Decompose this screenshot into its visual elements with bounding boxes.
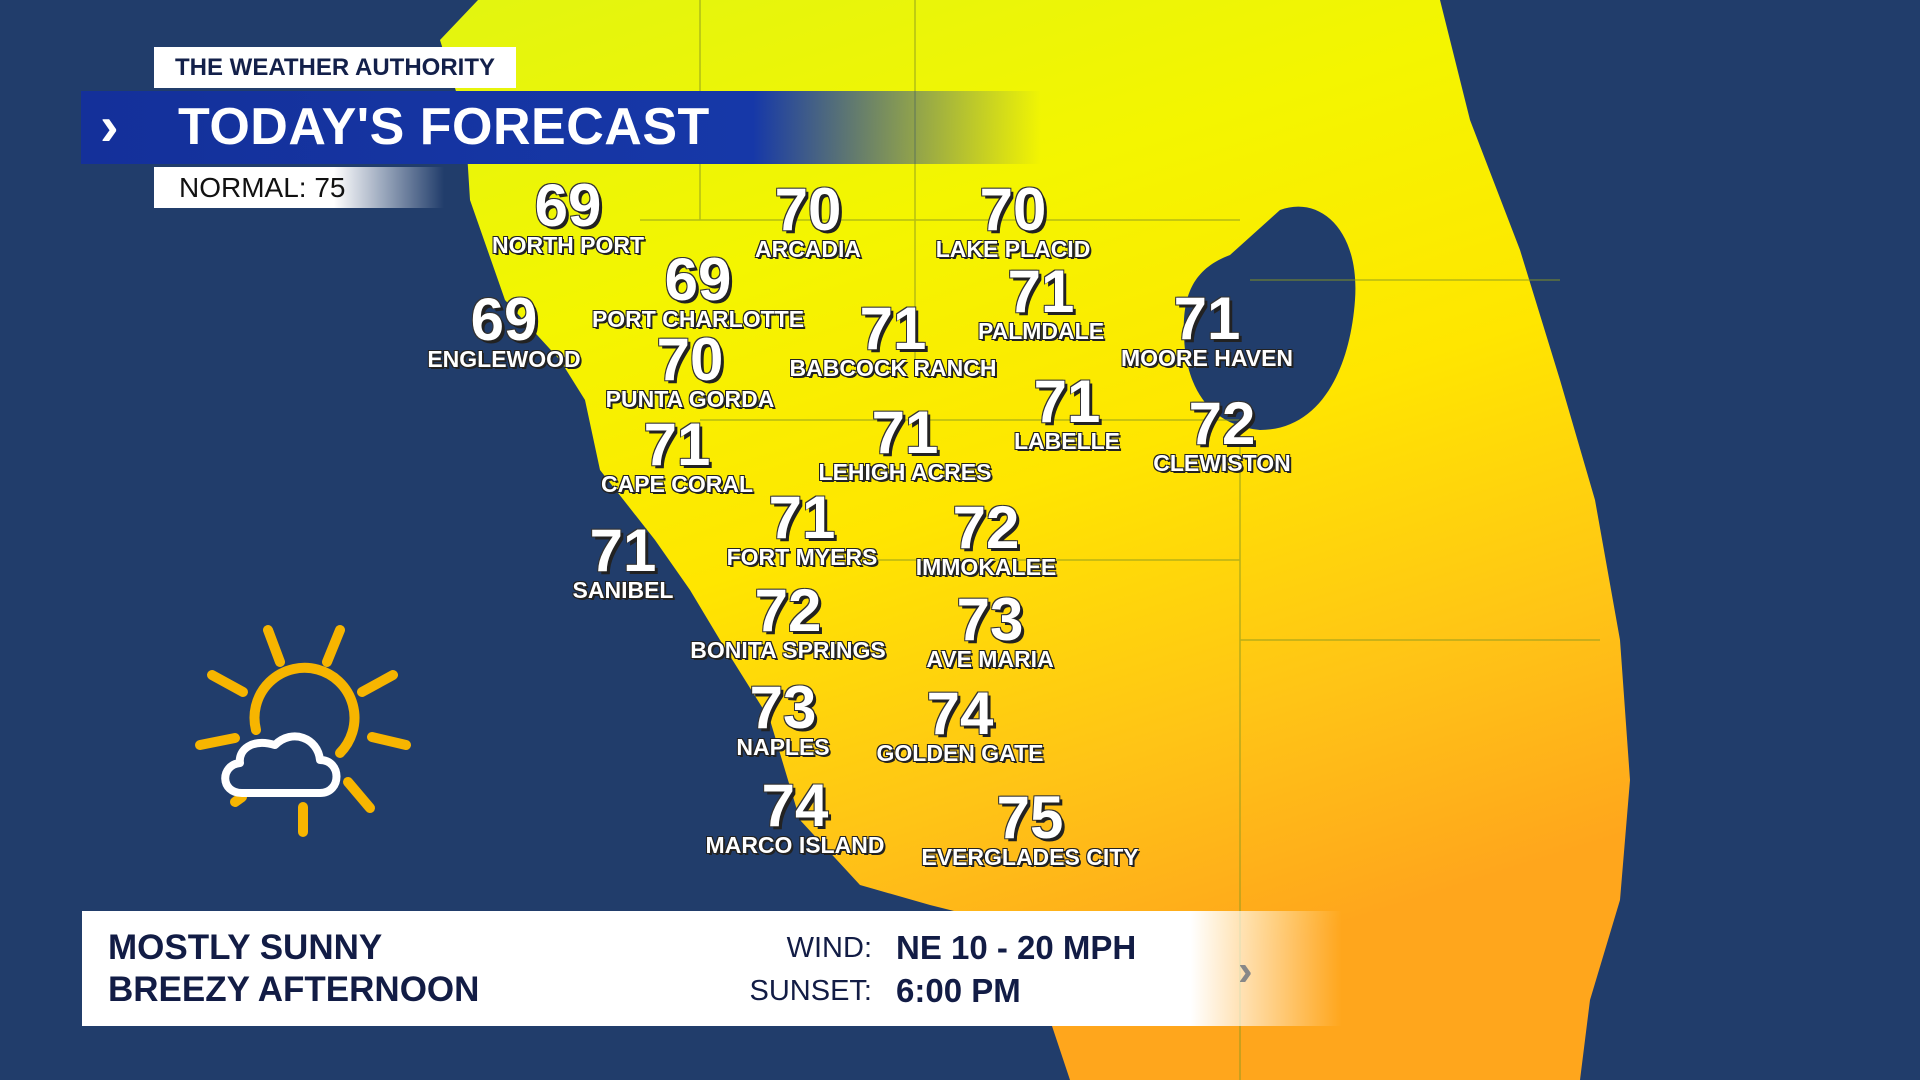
city-name: LAKE PLACID [935, 236, 1091, 262]
city-forecast: 72 IMMOKALEE [915, 494, 1057, 581]
page-title: TODAY'S FORECAST [178, 98, 710, 156]
city-forecast: 69 NORTH PORT [491, 172, 645, 259]
city-name: BABCOCK RANCH [789, 355, 997, 381]
city-forecast: 71 BABCOCK RANCH [789, 295, 997, 382]
city-forecast: 75 EVERGLADES CITY [921, 784, 1139, 871]
city-name: NAPLES [736, 734, 830, 760]
city-temperature: 70 [979, 176, 1047, 243]
city-forecast: 70 LAKE PLACID [935, 176, 1091, 263]
city-forecast: 71 LABELLE [1013, 368, 1121, 455]
city-name: AVE MARIA [926, 646, 1054, 672]
city-temperature: 73 [749, 674, 817, 741]
city-name: MARCO ISLAND [705, 832, 885, 858]
sunset-label: SUNSET: [749, 975, 872, 1007]
city-temperature: 71 [589, 517, 657, 584]
city-temperature: 69 [664, 246, 732, 313]
city-name: EVERGLADES CITY [921, 844, 1139, 870]
city-forecast: 72 CLEWISTON [1153, 390, 1291, 477]
city-name: ENGLEWOOD [427, 346, 581, 372]
wind-label: WIND: [786, 932, 872, 964]
brand-tag: THE WEATHER AUTHORITY [154, 47, 516, 88]
city-temperature: 69 [534, 172, 602, 239]
city-name: BONITA SPRINGS [690, 637, 886, 663]
city-forecast: 73 AVE MARIA [926, 586, 1054, 673]
city-forecast: 71 CAPE CORAL [600, 411, 754, 498]
city-temperature: 71 [859, 295, 927, 362]
city-name: PALMDALE [977, 318, 1105, 344]
condition-line-1: MOSTLY SUNNY [108, 928, 383, 967]
city-temperature: 73 [956, 586, 1024, 653]
city-forecast: 70 ARCADIA [754, 176, 862, 263]
city-temperature: 71 [1033, 368, 1101, 435]
city-name: NORTH PORT [491, 232, 645, 258]
chevron-right-icon: › [100, 94, 119, 157]
city-forecast: 74 MARCO ISLAND [705, 772, 885, 859]
city-forecast: 71 SANIBEL [572, 517, 674, 604]
city-forecast: 71 FORT MYERS [726, 484, 878, 571]
condition-line-2: BREEZY AFTERNOON [108, 970, 480, 1009]
title-bar [81, 91, 1041, 164]
city-name: GOLDEN GATE [876, 740, 1044, 766]
city-name: LEHIGH ACRES [818, 459, 992, 485]
normal-temperature: NORMAL: 75 [154, 167, 444, 208]
city-forecast: 71 LEHIGH ACRES [818, 399, 992, 486]
city-forecast: 70 PUNTA GORDA [605, 326, 775, 413]
city-forecast: 74 GOLDEN GATE [876, 680, 1044, 767]
city-temperature: 71 [871, 399, 939, 466]
city-forecast: 71 MOORE HAVEN [1120, 285, 1294, 372]
city-temperature: 72 [1188, 390, 1256, 457]
city-temperature: 70 [774, 176, 842, 243]
city-forecast: 72 BONITA SPRINGS [690, 577, 886, 664]
city-temperature: 71 [1173, 285, 1241, 352]
city-name: ARCADIA [754, 236, 862, 262]
city-name: MOORE HAVEN [1120, 345, 1294, 371]
city-temperature: 71 [768, 484, 836, 551]
sunset-value: 6:00 PM [896, 972, 1021, 1009]
city-temperature: 75 [996, 784, 1064, 851]
chevron-right-icon: › [1238, 946, 1253, 995]
partly-sunny-icon [195, 625, 411, 837]
city-temperature: 71 [643, 411, 711, 478]
city-name: CAPE CORAL [600, 471, 754, 497]
city-temperature: 69 [470, 286, 538, 353]
city-forecast: 73 NAPLES [736, 674, 830, 761]
city-name: PUNTA GORDA [605, 386, 775, 412]
city-temperature: 72 [952, 494, 1020, 561]
city-name: LABELLE [1013, 428, 1121, 454]
city-name: PORT CHARLOTTE [591, 306, 805, 332]
city-temperature: 71 [1007, 258, 1075, 325]
city-name: IMMOKALEE [915, 554, 1057, 580]
city-temperature: 72 [754, 577, 822, 644]
city-name: SANIBEL [572, 577, 674, 603]
lake-okeechobee [1183, 206, 1356, 430]
city-temperature: 74 [761, 772, 829, 839]
city-forecast: 71 PALMDALE [977, 258, 1105, 345]
city-name: CLEWISTON [1153, 450, 1291, 476]
city-name: FORT MYERS [726, 544, 878, 570]
city-forecast: 69 ENGLEWOOD [427, 286, 581, 373]
wind-value: NE 10 - 20 MPH [896, 929, 1137, 966]
forecast-summary-panel [82, 911, 1342, 1026]
city-temperature: 70 [656, 326, 724, 393]
city-temperature: 74 [926, 680, 994, 747]
city-forecast: 69 PORT CHARLOTTE [591, 246, 805, 333]
